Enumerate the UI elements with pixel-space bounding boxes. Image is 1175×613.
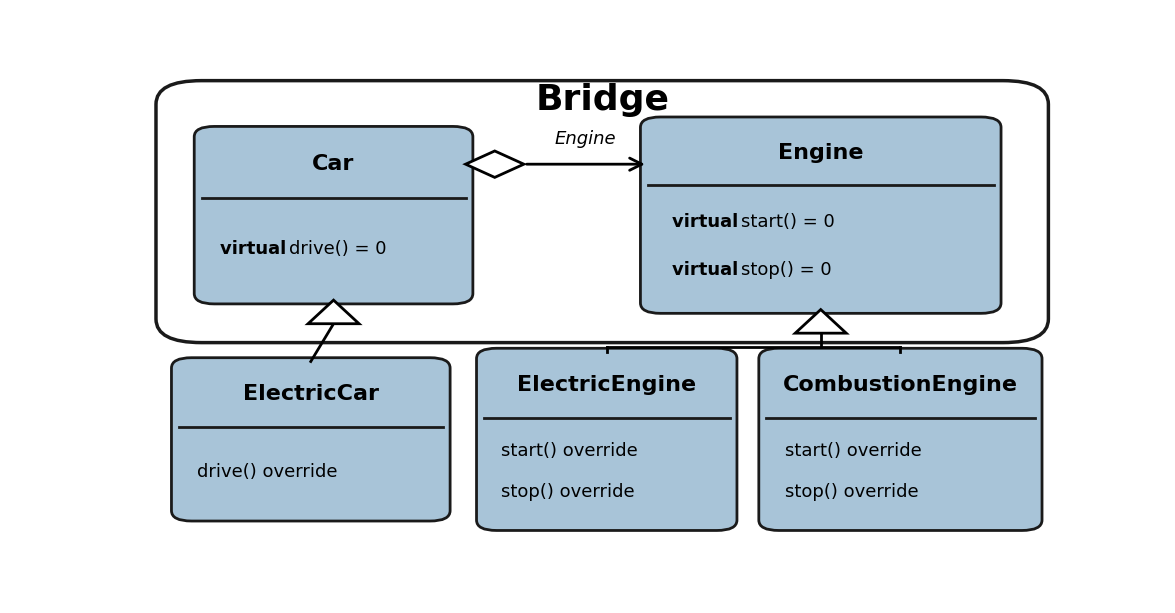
FancyBboxPatch shape	[759, 348, 1042, 530]
FancyBboxPatch shape	[172, 358, 450, 521]
Text: ElectricCar: ElectricCar	[243, 384, 378, 404]
Text: start() override: start() override	[785, 442, 921, 460]
Text: CombustionEngine: CombustionEngine	[783, 375, 1018, 395]
FancyBboxPatch shape	[640, 117, 1001, 313]
Text: start() = 0: start() = 0	[741, 213, 835, 231]
Text: drive() = 0: drive() = 0	[289, 240, 387, 258]
Text: stop() override: stop() override	[501, 483, 634, 501]
Text: virtual: virtual	[672, 261, 745, 279]
FancyBboxPatch shape	[194, 126, 472, 304]
Text: Engine: Engine	[778, 143, 864, 163]
Text: Bridge: Bridge	[535, 83, 670, 116]
Text: stop() override: stop() override	[785, 483, 919, 501]
Polygon shape	[308, 300, 360, 324]
Polygon shape	[465, 151, 524, 177]
Text: Engine: Engine	[555, 130, 617, 148]
Text: start() override: start() override	[501, 442, 638, 460]
Text: virtual: virtual	[672, 213, 745, 231]
Text: drive() override: drive() override	[197, 463, 337, 481]
Text: stop() = 0: stop() = 0	[741, 261, 832, 279]
Text: Car: Car	[313, 154, 355, 174]
Text: virtual: virtual	[220, 240, 293, 258]
FancyBboxPatch shape	[156, 81, 1048, 343]
Text: ElectricEngine: ElectricEngine	[517, 375, 697, 395]
FancyBboxPatch shape	[477, 348, 737, 530]
Polygon shape	[795, 310, 846, 333]
